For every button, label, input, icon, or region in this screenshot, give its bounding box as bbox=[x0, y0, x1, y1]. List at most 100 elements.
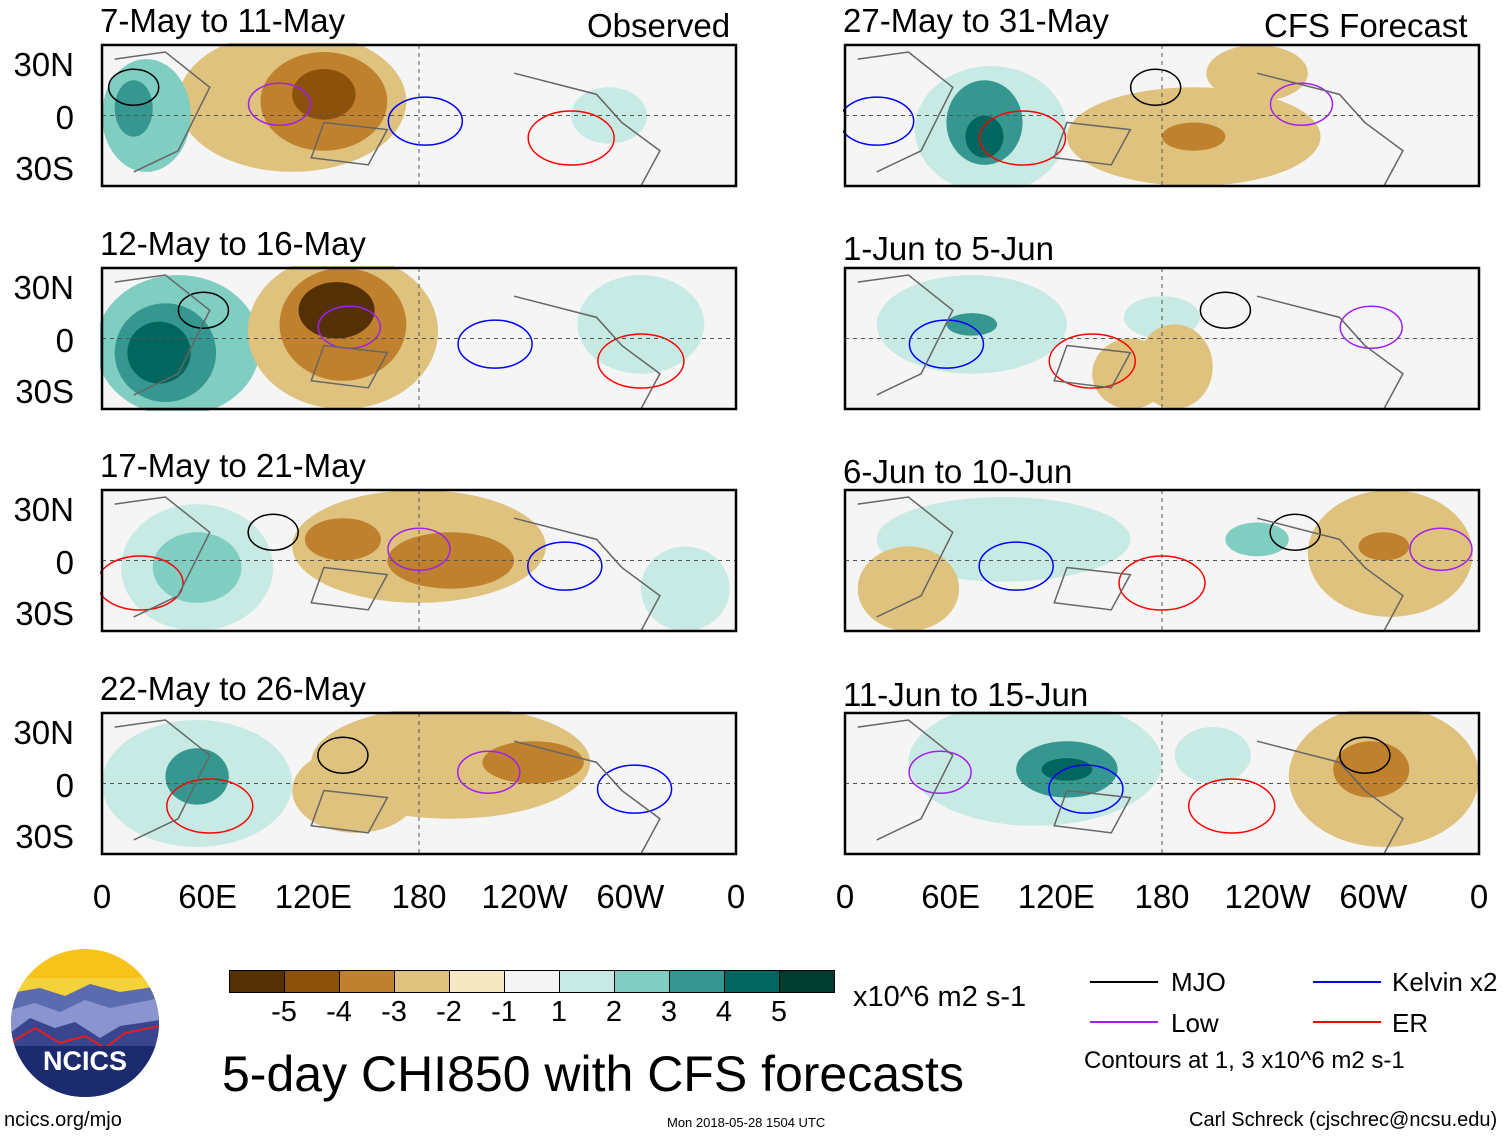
anomaly-shading bbox=[304, 518, 381, 561]
colorbar-tick-label: -1 bbox=[491, 996, 517, 1028]
anomaly-shading bbox=[1225, 522, 1289, 557]
chi850-map-panel bbox=[843, 43, 1481, 188]
anomaly-shading bbox=[1174, 727, 1251, 784]
contours-note: Contours at 1, 3 x10^6 m2 s-1 bbox=[1084, 1047, 1405, 1074]
anomaly-shading bbox=[640, 546, 730, 631]
anomaly-shading bbox=[946, 313, 998, 336]
lon-tick-label: 180 bbox=[1134, 878, 1190, 915]
lon-tick-label: 120E bbox=[1017, 878, 1095, 915]
contour-line bbox=[107, 68, 160, 107]
legend-line-low bbox=[1090, 1021, 1158, 1023]
panel-title: 22-May to 26-May bbox=[100, 670, 366, 707]
chi850-map-panel bbox=[100, 266, 738, 411]
lon-tick-label: 60W bbox=[1339, 878, 1408, 915]
colorbar-tick-label: -4 bbox=[326, 996, 352, 1028]
contour-line bbox=[527, 541, 603, 591]
colorbar-tick-label: -3 bbox=[381, 996, 407, 1028]
chi850-map-panel bbox=[843, 711, 1481, 856]
coastline bbox=[114, 51, 661, 187]
lat-tick-label: 30S bbox=[15, 150, 74, 187]
lon-tick-label: 60W bbox=[596, 878, 665, 915]
colorbar-tick-label: 1 bbox=[550, 996, 568, 1028]
legend-label: ER bbox=[1392, 1008, 1429, 1038]
legend-label: Kelvin x2 bbox=[1392, 967, 1498, 997]
anomaly-shading bbox=[482, 741, 584, 784]
lat-tick-label: 30S bbox=[15, 818, 74, 855]
anomaly-shading bbox=[965, 115, 1004, 158]
lon-tick-label: 60E bbox=[921, 878, 981, 915]
observed-label: Observed bbox=[587, 7, 731, 44]
coastline bbox=[114, 719, 661, 855]
colorbar-swatch bbox=[725, 971, 780, 992]
legend-line-er bbox=[1313, 1021, 1381, 1023]
ncics-logo: NCICS bbox=[11, 949, 159, 1097]
lat-tick-label: 0 bbox=[55, 767, 74, 804]
colorbar-swatch bbox=[395, 971, 450, 992]
contour-line bbox=[1269, 513, 1321, 552]
lon-tick-label: 120W bbox=[1224, 878, 1311, 915]
colorbar bbox=[229, 970, 835, 993]
contour-line bbox=[1048, 333, 1137, 389]
lon-tick-label: 120E bbox=[274, 878, 352, 915]
colorbar-swatch bbox=[230, 971, 285, 992]
contour-line bbox=[1187, 778, 1276, 834]
contour-line bbox=[1199, 291, 1252, 330]
lon-tick-label: 0 bbox=[726, 878, 746, 915]
lon-tick-label: 120W bbox=[481, 878, 568, 915]
lat-tick-label: 30S bbox=[15, 373, 74, 410]
lon-tick-label: 60E bbox=[178, 878, 238, 915]
coastline bbox=[114, 496, 661, 632]
lat-tick-label: 0 bbox=[55, 99, 74, 136]
footer-timestamp: Mon 2018-05-28 1504 UTC bbox=[667, 1115, 826, 1130]
footer-url[interactable]: ncics.org/mjo bbox=[4, 1109, 122, 1131]
panel-title: 1-Jun to 5-Jun bbox=[843, 230, 1054, 267]
contour-line bbox=[457, 319, 533, 369]
contour-line bbox=[1339, 736, 1391, 775]
contour-line bbox=[596, 764, 673, 814]
contour-line bbox=[908, 319, 985, 369]
contour-line bbox=[177, 291, 230, 330]
colorbar-units: x10^6 m2 s-1 bbox=[853, 981, 1027, 1013]
contour-line bbox=[1409, 527, 1473, 571]
colorbar-swatch bbox=[670, 971, 725, 992]
colorbar-tick-label: 3 bbox=[660, 996, 678, 1028]
anomaly-shading bbox=[857, 546, 960, 631]
anomaly-shading bbox=[127, 321, 191, 384]
anomaly-shading bbox=[1162, 122, 1226, 151]
anomaly-shading bbox=[152, 532, 242, 603]
contour-line bbox=[978, 110, 1067, 166]
contour-line bbox=[456, 750, 521, 794]
colorbar-tick-label: -2 bbox=[436, 996, 462, 1028]
svg-text:NCICS: NCICS bbox=[43, 1046, 127, 1076]
anomaly-shading bbox=[298, 282, 375, 339]
contour-line bbox=[1048, 764, 1124, 814]
colorbar-swatch bbox=[450, 971, 505, 992]
lat-tick-label: 30N bbox=[13, 491, 74, 528]
colorbar-swatch bbox=[340, 971, 395, 992]
contour-line bbox=[247, 82, 312, 126]
lat-tick-label: 30S bbox=[15, 595, 74, 632]
anomaly-shading bbox=[292, 68, 356, 120]
contour-line bbox=[387, 96, 464, 146]
contour-line bbox=[1339, 305, 1403, 349]
legend-line-mjo bbox=[1090, 981, 1158, 983]
coastline bbox=[857, 719, 1404, 855]
coastline bbox=[857, 51, 1404, 187]
lat-tick-label: 30N bbox=[13, 714, 74, 751]
colorbar-tick-label: -5 bbox=[271, 996, 297, 1028]
panel-title: 27-May to 31-May bbox=[843, 2, 1109, 39]
coastline bbox=[114, 274, 661, 410]
lat-tick-label: 30N bbox=[13, 46, 74, 83]
chi850-map-panel bbox=[100, 43, 738, 188]
chi850-map-panel bbox=[843, 266, 1481, 411]
coastline bbox=[857, 496, 1404, 632]
lat-tick-label: 0 bbox=[55, 322, 74, 359]
figure-title: 5-day CHI850 with CFS forecasts bbox=[222, 1046, 964, 1102]
anomaly-shading bbox=[1041, 758, 1093, 781]
panel-title: 7-May to 11-May bbox=[100, 2, 346, 39]
panel-title: 17-May to 21-May bbox=[100, 447, 366, 484]
panel-title: 12-May to 16-May bbox=[100, 225, 366, 262]
contour-line bbox=[166, 778, 254, 834]
contour-line bbox=[1129, 68, 1182, 107]
legend-line-kelvin bbox=[1313, 981, 1381, 983]
